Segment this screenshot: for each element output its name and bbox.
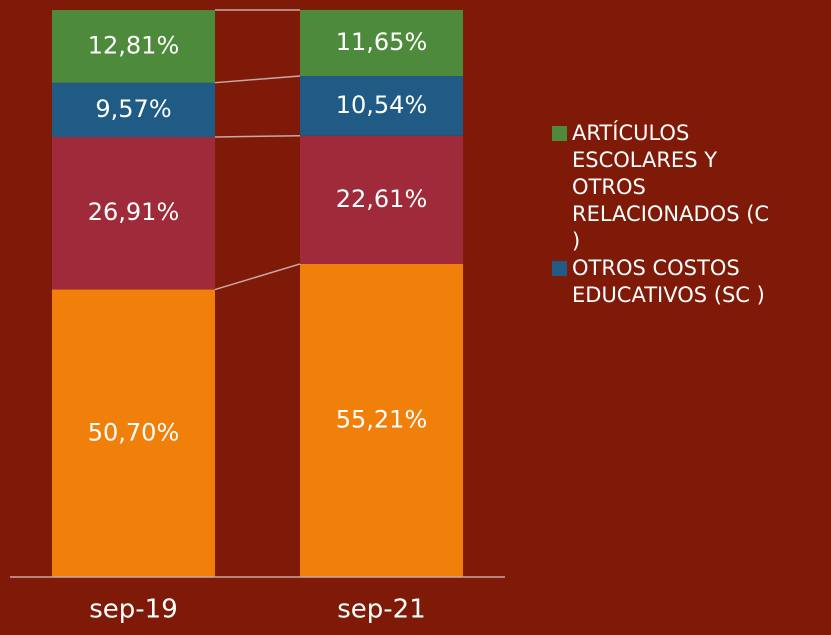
series-line bbox=[214, 135, 301, 138]
bar-segment bbox=[300, 75, 463, 136]
data-label: 50,70% bbox=[88, 418, 180, 446]
bar-segment bbox=[52, 10, 215, 83]
data-label: 10,54% bbox=[336, 91, 428, 119]
bar-segment bbox=[52, 289, 215, 577]
bar-segment bbox=[52, 82, 215, 137]
data-label: 11,65% bbox=[336, 28, 428, 56]
data-label: 26,91% bbox=[88, 198, 180, 226]
bar-segment bbox=[300, 135, 463, 264]
x-tick-label: sep-21 bbox=[337, 595, 426, 625]
x-tick-label: sep-19 bbox=[89, 595, 178, 625]
legend-entry: OTROS COSTOS EDUCATIVOS (SC ) bbox=[552, 255, 812, 309]
series-line bbox=[214, 75, 301, 84]
legend-label: OTROS COSTOS EDUCATIVOS (SC ) bbox=[572, 256, 765, 307]
legend-label: ARTÍCULOS ESCOLARES Y OTROS RELACIONADOS… bbox=[572, 121, 770, 253]
bar-segment bbox=[52, 136, 215, 290]
data-label: 55,21% bbox=[336, 405, 428, 433]
legend: ARTÍCULOS ESCOLARES Y OTROS RELACIONADOS… bbox=[552, 120, 812, 309]
legend-swatch bbox=[552, 261, 567, 276]
legend-entry: ARTÍCULOS ESCOLARES Y OTROS RELACIONADOS… bbox=[552, 120, 812, 255]
legend-swatch bbox=[552, 126, 567, 141]
data-label: 12,81% bbox=[88, 31, 180, 59]
bar-segment bbox=[300, 9, 463, 76]
bar-segment bbox=[300, 263, 463, 577]
data-label: 9,57% bbox=[95, 95, 171, 123]
data-label: 22,61% bbox=[336, 185, 428, 213]
series-line bbox=[214, 263, 301, 291]
